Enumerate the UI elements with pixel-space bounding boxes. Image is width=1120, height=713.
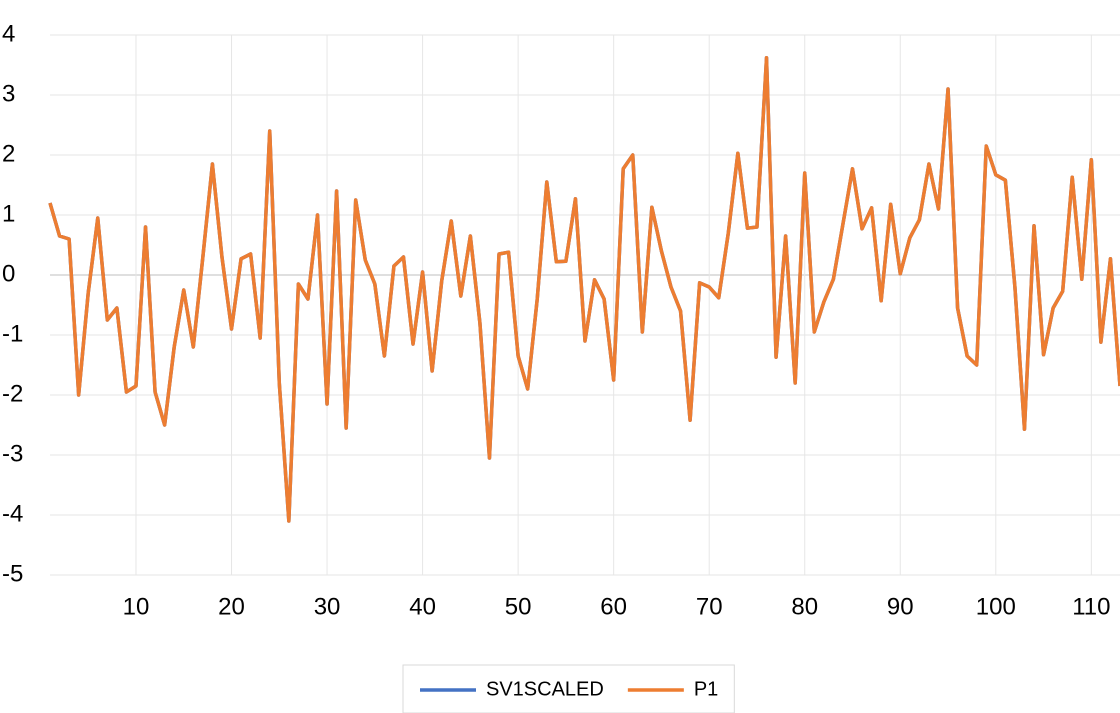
x-tick-label: 10	[123, 593, 150, 620]
x-tick-label: 20	[218, 593, 245, 620]
x-tick-label: 30	[314, 593, 341, 620]
y-tick-label: -4	[2, 500, 23, 527]
series-line	[48, 56, 1120, 523]
x-tick-label: 60	[600, 593, 627, 620]
legend-label: P1	[694, 678, 718, 700]
y-tick-label: 3	[2, 80, 15, 107]
y-tick-label: 0	[2, 260, 15, 287]
y-tick-label: 1	[2, 200, 15, 227]
x-tick-label: 90	[887, 593, 914, 620]
y-tick-label: -5	[2, 560, 23, 587]
y-tick-label: -2	[2, 380, 23, 407]
x-tick-label: 70	[696, 593, 723, 620]
series-line	[48, 56, 1120, 523]
y-tick-label: -3	[2, 440, 23, 467]
legend: SV1SCALED P1	[402, 664, 735, 713]
x-tick-label: 80	[791, 593, 818, 620]
x-tick-label: 40	[409, 593, 436, 620]
x-tick-label: 50	[505, 593, 532, 620]
legend-box	[402, 664, 735, 713]
x-tick-label: 100	[976, 593, 1016, 620]
y-tick-label: 4	[2, 20, 15, 47]
legend-label: SV1SCALED	[486, 678, 604, 700]
x-tick-label: 110	[1072, 593, 1110, 620]
y-tick-label: 2	[2, 140, 15, 167]
y-tick-label: -1	[2, 320, 23, 347]
